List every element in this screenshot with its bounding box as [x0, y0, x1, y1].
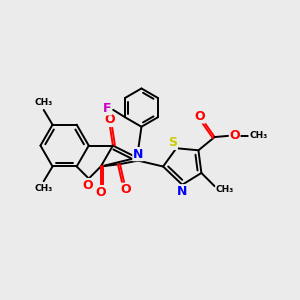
Text: F: F — [103, 102, 112, 115]
Text: S: S — [168, 136, 177, 149]
Text: N: N — [133, 148, 143, 160]
Text: CH₃: CH₃ — [249, 131, 267, 140]
Text: O: O — [229, 129, 240, 142]
Text: CH₃: CH₃ — [34, 98, 53, 107]
Text: CH₃: CH₃ — [216, 185, 234, 194]
Text: O: O — [82, 178, 93, 191]
Text: N: N — [176, 185, 187, 198]
Text: CH₃: CH₃ — [34, 184, 53, 193]
Text: O: O — [121, 183, 131, 196]
Text: O: O — [195, 110, 205, 123]
Text: O: O — [95, 186, 106, 199]
Text: O: O — [105, 113, 115, 127]
